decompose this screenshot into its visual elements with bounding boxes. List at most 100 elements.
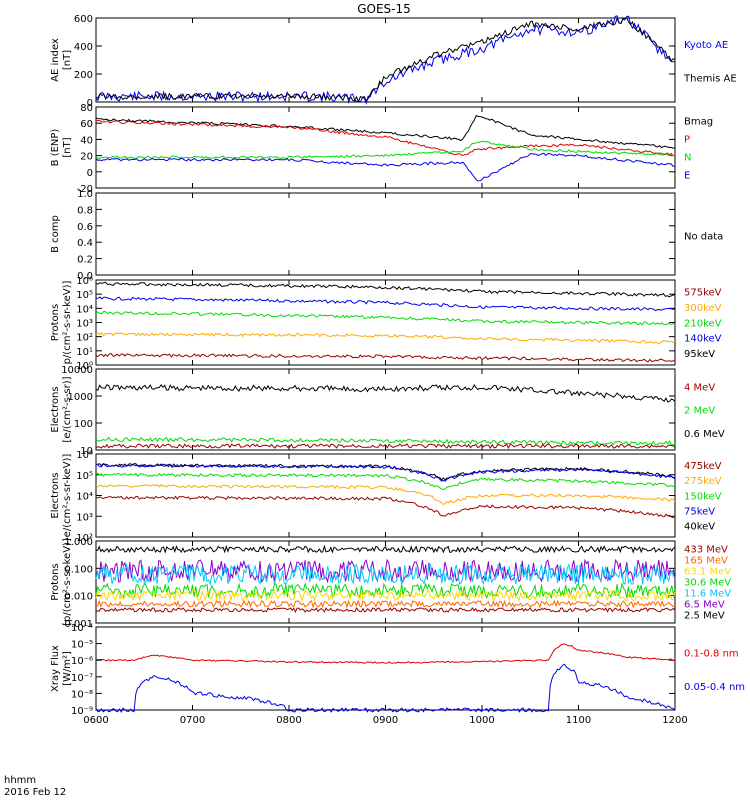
electron-mev-series-line	[95, 384, 676, 403]
y-axis-label: AE index	[50, 38, 61, 82]
y-tick-label: 400	[74, 42, 93, 53]
y-tick-label: 10²	[76, 333, 93, 344]
y-tick-label: 600	[74, 14, 93, 25]
y-tick-label: 10⁶	[76, 450, 93, 461]
legend-entry: 2.5 MeV	[684, 610, 725, 621]
y-tick-label: 10²	[76, 533, 93, 544]
proton-mev-series-line	[95, 544, 676, 554]
x-tick-label: 0900	[373, 715, 398, 726]
y-tick-label: 0	[87, 98, 93, 109]
time-axis-label-bottom: 2016 Feb 12	[4, 787, 66, 798]
y-tick-label: 10⁻⁷	[71, 673, 93, 684]
legend-entry: 0.05-0.4 nm	[684, 682, 745, 693]
y-axis-label: Protons	[50, 304, 61, 341]
panel-frame	[95, 368, 676, 451]
legend-entry: 75keV	[684, 506, 715, 517]
legend-entry: 63.1 MeV	[684, 567, 731, 578]
y-tick-label: 10000	[61, 365, 93, 376]
legend-entry: 95keV	[684, 349, 715, 360]
y-tick-label: 10⁴	[76, 304, 93, 315]
y-tick-label: 10⁻⁹	[71, 706, 93, 717]
proton-kev-series-line	[95, 332, 676, 344]
x-tick-label: 1000	[469, 715, 494, 726]
y-tick-label: 10	[80, 446, 93, 457]
legend-entry: 30.6 MeV	[684, 578, 731, 589]
legend-entry: 0.1-0.8 nm	[684, 649, 739, 660]
panel-frame	[95, 626, 676, 711]
y-tick-label: 1000	[68, 392, 93, 403]
y-axis-label: [nT]	[62, 137, 73, 157]
legend-entry: No data	[684, 232, 723, 243]
electron-kev-series-line	[95, 483, 676, 506]
x-tick-label: 1200	[662, 715, 687, 726]
y-tick-label: 0.8	[77, 205, 93, 216]
x-tick-label: 0600	[83, 715, 108, 726]
bfield-series-line	[96, 120, 676, 157]
proton-kev-series-line	[95, 353, 676, 363]
y-tick-label: 80	[80, 103, 93, 114]
y-axis-label: [p/(cm²-s-sr-keV)]	[62, 538, 73, 626]
y-tick-label: 0.0	[77, 271, 93, 282]
electron-kev-series-line	[95, 472, 676, 490]
y-tick-label: 0	[87, 168, 93, 179]
y-tick-label: 0.2	[77, 255, 93, 266]
legend-entry: E	[684, 170, 690, 181]
y-tick-label: 10⁻⁴	[71, 623, 93, 634]
electron-mev-series-line	[95, 436, 676, 446]
y-axis-label: Xray Flux	[50, 645, 61, 692]
bfield-series-line	[95, 140, 676, 160]
y-tick-label: 1.0	[77, 189, 93, 200]
y-tick-label: 200	[74, 70, 93, 81]
y-tick-label: 100	[74, 419, 93, 430]
legend-entry: 140keV	[684, 334, 722, 345]
plot-title: GOES-15	[357, 2, 411, 16]
y-tick-label: 10⁴	[76, 492, 93, 503]
y-tick-label: 10⁻⁸	[71, 689, 93, 700]
proton-kev-series-line	[95, 296, 676, 312]
y-axis-label: [W/m²]	[62, 651, 73, 686]
ae-series-line	[95, 17, 676, 104]
panel-frame	[95, 192, 676, 276]
y-tick-label: 40	[80, 135, 93, 146]
legend-entry: Bmag	[684, 116, 713, 127]
legend-entry: 165 MeV	[684, 556, 728, 567]
x-tick-label: 0700	[180, 715, 205, 726]
legend-entry: 210keV	[684, 318, 722, 329]
legend-entry: 150keV	[684, 491, 722, 502]
y-tick-label: 10⁰	[76, 361, 93, 372]
y-tick-label: -20	[77, 184, 93, 195]
proton-kev-series-line	[95, 281, 676, 298]
y-tick-label: 10⁵	[76, 471, 93, 482]
electron-mev-series-line	[95, 443, 676, 450]
y-axis-label: B comp	[50, 215, 61, 253]
legend-entry: Kyoto AE	[684, 40, 728, 51]
y-tick-label: 10³	[76, 319, 93, 330]
legend-entry: Themis AE	[683, 73, 737, 84]
y-tick-label: 0.010	[64, 592, 93, 603]
time-axis-label-top: hhmm	[4, 775, 36, 786]
y-axis-label: Protons	[50, 563, 61, 600]
x-tick-label: 0800	[276, 715, 301, 726]
y-axis-label: [nT]	[62, 50, 73, 70]
y-tick-label: 0.4	[77, 238, 93, 249]
legend-entry: 2 MeV	[684, 406, 715, 417]
y-tick-label: 10⁻⁵	[71, 640, 93, 651]
proton-mev-series-line	[95, 607, 676, 614]
electron-kev-series-line	[95, 463, 676, 482]
y-tick-label: 10¹	[76, 347, 93, 358]
legend-entry: N	[684, 152, 691, 163]
y-tick-label: 60	[80, 119, 93, 130]
y-axis-label: Electrons	[50, 472, 61, 518]
legend-entry: 40keV	[684, 521, 715, 532]
bfield-series-line	[95, 152, 676, 182]
y-tick-label: 1.000	[64, 537, 93, 548]
y-axis-label: e/(cm²-s-sr-keV)]	[62, 454, 73, 538]
y-tick-label: 10⁻⁶	[71, 656, 93, 667]
legend-entry: 433 MeV	[684, 545, 728, 556]
ae-series-line	[95, 15, 675, 105]
proton-mev-series-line	[95, 589, 676, 603]
panel-frame	[95, 106, 676, 189]
proton-kev-series-line	[95, 310, 676, 326]
